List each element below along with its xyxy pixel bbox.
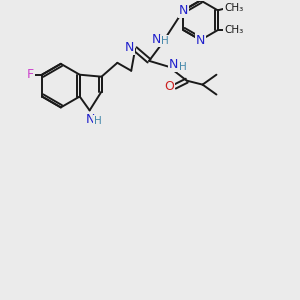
Text: N: N xyxy=(151,32,161,46)
Text: CH₃: CH₃ xyxy=(224,3,243,13)
Text: H: H xyxy=(161,36,169,46)
Text: N: N xyxy=(196,34,205,46)
Text: N: N xyxy=(179,4,188,17)
Text: H: H xyxy=(94,116,101,126)
Text: CH₃: CH₃ xyxy=(224,25,243,35)
Text: F: F xyxy=(26,68,34,81)
Text: O: O xyxy=(164,80,174,93)
Text: N: N xyxy=(86,113,95,126)
Text: H: H xyxy=(179,62,187,72)
Text: N: N xyxy=(124,41,134,55)
Text: N: N xyxy=(169,58,178,71)
